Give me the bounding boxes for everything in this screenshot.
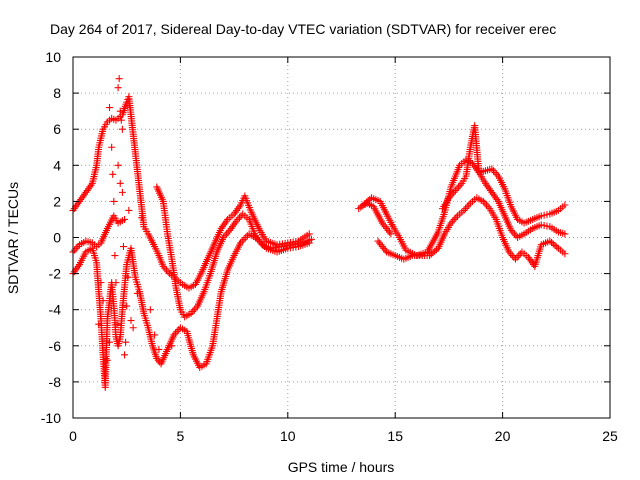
axis-ticks: 0 5 10 15 20 25 -10 -8 -6 -4 -2 0 2 4 6 8 10 xyxy=(41,49,618,444)
data-point-pass-C xyxy=(546,237,554,245)
data-point-scattered xyxy=(108,143,116,151)
y-tick-label: -8 xyxy=(49,374,62,390)
data-point-scattered xyxy=(118,188,126,196)
data-point-scattered xyxy=(109,170,117,178)
grid-lines xyxy=(73,57,610,418)
data-point-scattered xyxy=(111,252,119,260)
x-tick-label: 20 xyxy=(495,428,511,444)
data-point-scattered xyxy=(125,206,133,214)
data-point-scattered xyxy=(133,289,141,297)
data-point-pass-C xyxy=(429,249,437,257)
data-point-pass-A xyxy=(561,201,569,209)
data-point-scattered xyxy=(122,338,130,346)
y-tick-label: 2 xyxy=(53,193,61,209)
data-point-scattered xyxy=(138,214,146,222)
x-tick-label: 0 xyxy=(69,428,77,444)
data-point-pass-B xyxy=(307,235,315,243)
data-point-scattered xyxy=(99,297,107,305)
data-point-scattered xyxy=(114,84,122,92)
data-point-pass-B xyxy=(121,215,129,223)
y-axis-label: SDTVAR / TECUs xyxy=(5,182,21,294)
data-point-scattered xyxy=(146,306,154,314)
y-tick-label: -10 xyxy=(41,410,61,426)
data-point-scattered xyxy=(103,356,111,364)
data-point-scattered xyxy=(117,116,125,124)
data-point-scattered xyxy=(110,197,118,205)
chart-title: Day 264 of 2017, Sidereal Day-to-day VTE… xyxy=(50,21,556,37)
data-point-scattered xyxy=(121,351,129,359)
data-point-pass-C xyxy=(548,239,556,247)
data-point-scattered xyxy=(115,75,123,83)
y-tick-label: 0 xyxy=(53,230,61,246)
data-point-scattered xyxy=(151,331,159,339)
data-point-pass-C xyxy=(553,243,561,251)
y-tick-label: -4 xyxy=(49,302,62,318)
y-tick-label: 8 xyxy=(53,85,61,101)
data-point-scattered xyxy=(106,338,114,346)
data-point-scattered xyxy=(97,279,105,287)
y-tick-label: -6 xyxy=(49,338,62,354)
data-point-pass-C xyxy=(427,250,435,258)
x-tick-label: 5 xyxy=(177,428,185,444)
data-point-scattered xyxy=(155,345,163,353)
data-point-pass-C xyxy=(551,241,559,249)
data-points xyxy=(69,75,569,391)
x-tick-label: 15 xyxy=(387,428,403,444)
data-point-pass-C xyxy=(549,240,557,248)
data-point-scattered xyxy=(127,317,135,325)
y-tick-label: -2 xyxy=(49,266,62,282)
data-point-pass-C xyxy=(432,246,440,254)
data-point-scattered xyxy=(129,324,137,332)
data-point-pass-B xyxy=(387,230,395,238)
x-tick-label: 25 xyxy=(602,428,618,444)
data-point-scattered xyxy=(112,279,120,287)
data-point-scattered xyxy=(124,273,132,281)
data-point-pass-C xyxy=(305,239,313,247)
data-point-scattered xyxy=(168,342,176,350)
data-point-scattered xyxy=(123,302,131,310)
data-point-pass-A xyxy=(305,230,313,238)
x-tick-label: 10 xyxy=(280,428,296,444)
data-point-scattered xyxy=(114,161,122,169)
data-point-pass-C xyxy=(431,247,439,255)
data-point-scattered xyxy=(95,320,103,328)
x-axis-label: GPS time / hours xyxy=(288,459,395,475)
data-point-pass-B xyxy=(561,230,569,238)
data-point-scattered xyxy=(118,125,126,133)
y-tick-label: 4 xyxy=(53,157,61,173)
data-point-scattered xyxy=(116,179,124,187)
y-tick-label: 10 xyxy=(45,49,61,65)
data-point-scattered xyxy=(116,107,124,115)
data-point-scattered xyxy=(113,320,121,328)
y-tick-label: 6 xyxy=(53,121,61,137)
data-point-pass-C xyxy=(561,250,569,258)
data-point-scattered xyxy=(106,104,114,112)
data-point-scattered xyxy=(119,243,127,251)
data-point-pass-C xyxy=(426,252,434,260)
